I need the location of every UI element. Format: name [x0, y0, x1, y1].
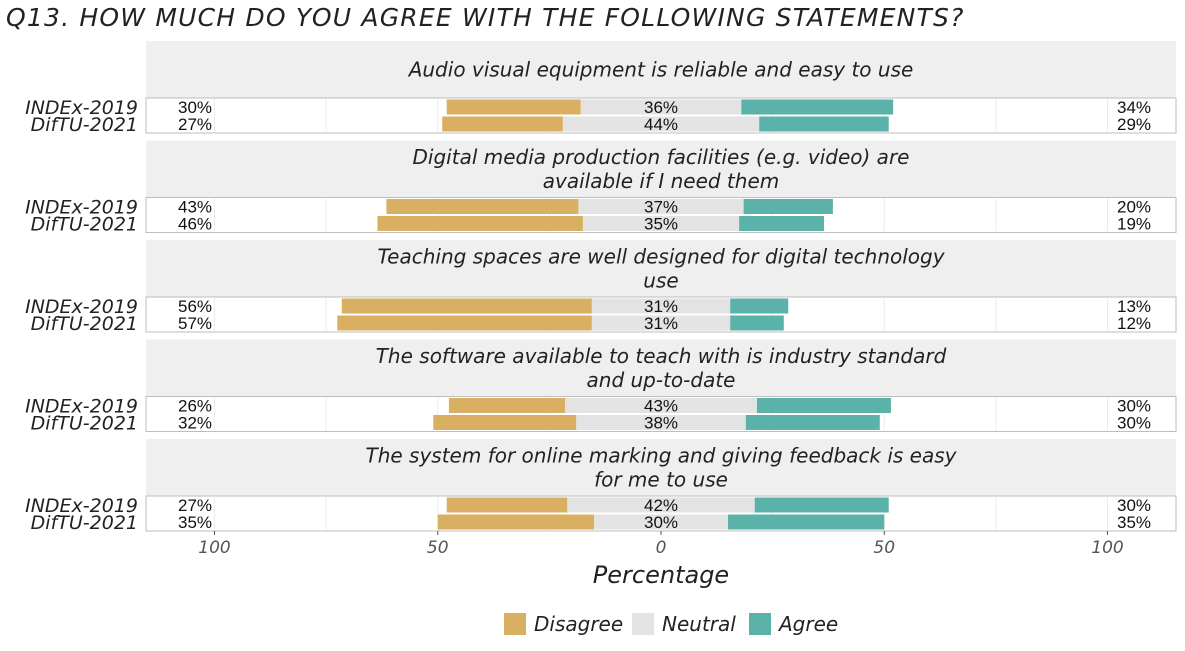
label-neutral: 37% — [644, 198, 678, 217]
label-agree: 20% — [1117, 198, 1151, 217]
panel-strip — [146, 339, 1176, 397]
bar-neutral — [582, 216, 740, 231]
panel-title: Digital media production facilities (e.g… — [413, 145, 910, 169]
panel-strip — [146, 41, 1176, 98]
bar-neutral — [576, 415, 746, 430]
bar-disagree — [442, 116, 563, 132]
label-agree: 34% — [1117, 98, 1151, 117]
bar-agree — [730, 315, 784, 331]
bar-neutral — [580, 99, 742, 115]
bar-disagree — [448, 398, 566, 413]
label-disagree: 35% — [178, 513, 212, 532]
bar-neutral — [594, 514, 728, 530]
x-tick-label: 0 — [656, 538, 667, 558]
label-neutral: 35% — [644, 215, 678, 234]
x-tick-label: 100 — [1091, 538, 1123, 558]
panel-title: Teaching spaces are well designed for di… — [377, 245, 945, 269]
label-disagree: 43% — [178, 198, 212, 217]
bar-agree — [730, 298, 789, 314]
x-tick-label: 100 — [198, 538, 230, 558]
label-disagree: 27% — [178, 115, 212, 134]
bar-disagree — [386, 199, 579, 214]
label-disagree: 26% — [178, 397, 212, 416]
bar-neutral — [562, 116, 760, 132]
group-label: INDEx-2019 — [25, 396, 138, 418]
bar-disagree — [433, 415, 577, 430]
x-tick-label: 50 — [427, 538, 449, 558]
legend-swatch — [632, 613, 654, 635]
panel-title: use — [643, 269, 678, 293]
legend-label: Neutral — [662, 612, 736, 636]
label-agree: 30% — [1117, 414, 1151, 433]
label-disagree: 57% — [178, 314, 212, 333]
legend-swatch — [749, 613, 771, 635]
label-neutral: 31% — [644, 314, 678, 333]
panel-title: The system for online marking and giving… — [365, 444, 957, 468]
label-disagree: 27% — [178, 496, 212, 515]
chart-title: Q13. HOW MUCH DO YOU AGREE WITH THE FOLL… — [6, 3, 965, 32]
legend-label: Agree — [777, 612, 838, 636]
bar-agree — [741, 99, 894, 115]
label-agree: 30% — [1117, 496, 1151, 515]
label-neutral: 44% — [644, 115, 678, 134]
bar-neutral — [591, 315, 731, 331]
panel-strip — [146, 439, 1176, 496]
panel-title: for me to use — [594, 468, 728, 492]
group-label: INDEx-2019 — [25, 197, 138, 219]
x-tick-label: 50 — [873, 538, 895, 558]
bar-disagree — [446, 99, 581, 115]
group-label: DifTU-2021 — [31, 413, 138, 435]
label-agree: 30% — [1117, 397, 1151, 416]
bar-agree — [754, 497, 889, 513]
bar-disagree — [341, 298, 592, 314]
bar-disagree — [377, 216, 583, 231]
bar-disagree — [437, 514, 595, 530]
label-neutral: 30% — [644, 513, 678, 532]
bar-neutral — [567, 497, 755, 513]
panel-title: Audio visual equipment is reliable and e… — [407, 58, 914, 82]
label-disagree: 30% — [178, 98, 212, 117]
group-label: DifTU-2021 — [31, 313, 138, 335]
x-axis-title: Percentage — [593, 561, 729, 589]
group-label: DifTU-2021 — [31, 512, 138, 534]
label-agree: 13% — [1117, 297, 1151, 316]
bar-agree — [727, 514, 885, 530]
bar-neutral — [578, 199, 744, 214]
group-label: INDEx-2019 — [25, 296, 138, 318]
bar-agree — [756, 398, 891, 413]
legend-label: Disagree — [534, 612, 623, 636]
bar-agree — [745, 415, 880, 430]
bar-disagree — [337, 315, 592, 331]
panel-strip — [146, 240, 1176, 297]
bar-neutral — [591, 298, 731, 314]
group-label: INDEx-2019 — [25, 97, 138, 119]
panel-strip — [146, 140, 1176, 198]
label-neutral: 36% — [644, 98, 678, 117]
label-neutral: 38% — [644, 414, 678, 433]
bar-neutral — [565, 398, 757, 413]
panel-title: and up-to-date — [587, 368, 736, 392]
group-label: DifTU-2021 — [31, 114, 138, 136]
bar-agree — [739, 216, 824, 231]
label-agree: 19% — [1117, 215, 1151, 234]
label-disagree: 46% — [178, 215, 212, 234]
bar-disagree — [446, 497, 568, 513]
legend-swatch — [504, 613, 526, 635]
label-neutral: 31% — [644, 297, 678, 316]
label-disagree: 32% — [178, 414, 212, 433]
label-agree: 29% — [1117, 115, 1151, 134]
bar-agree — [759, 116, 889, 132]
panel-title: available if I need them — [543, 169, 779, 193]
label-agree: 12% — [1117, 314, 1151, 333]
group-label: DifTU-2021 — [31, 214, 138, 236]
label-disagree: 56% — [178, 297, 212, 316]
label-agree: 35% — [1117, 513, 1151, 532]
label-neutral: 42% — [644, 496, 678, 515]
bar-agree — [743, 199, 833, 214]
label-neutral: 43% — [644, 397, 678, 416]
panel-title: The software available to teach with is … — [376, 344, 947, 368]
group-label: INDEx-2019 — [25, 495, 138, 517]
